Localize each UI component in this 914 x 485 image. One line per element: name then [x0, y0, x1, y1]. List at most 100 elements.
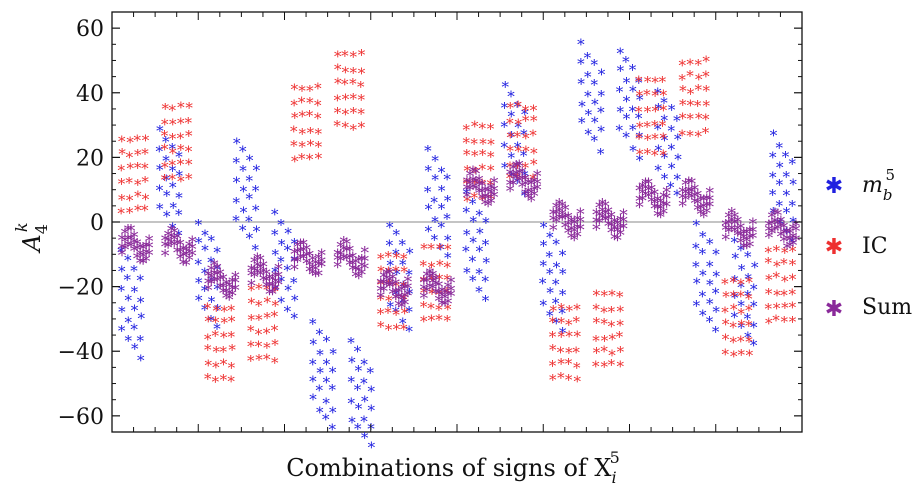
marker-0-6: * [367, 364, 375, 382]
marker-0-12: * [591, 56, 599, 74]
marker-2-0: * [139, 249, 148, 269]
marker-2-11: * [610, 213, 619, 233]
marker-1-13: * [703, 82, 711, 100]
legend-item-ic: ✱ IC [825, 234, 888, 260]
marker-1-5: * [334, 61, 342, 79]
marker-1-12: * [651, 73, 659, 91]
marker-2-9: * [521, 176, 530, 196]
marker-1-8: * [478, 175, 486, 193]
marker-2-3: * [247, 266, 256, 286]
marker-2-4: * [299, 242, 308, 262]
marker-1-2: * [205, 357, 213, 375]
marker-1-10: * [557, 343, 565, 361]
marker-2-4: * [293, 244, 302, 264]
marker-1-0: * [126, 148, 134, 166]
marker-2-8: * [472, 181, 481, 201]
marker-2-6: * [389, 277, 398, 297]
marker-1-3: * [255, 351, 263, 369]
marker-1-2: * [212, 327, 220, 345]
marker-0-4: * [278, 272, 286, 290]
marker-2-0: * [145, 238, 154, 258]
marker-1-6: * [392, 306, 400, 324]
marker-1-4: * [314, 80, 322, 98]
marker-0-2: * [201, 242, 209, 260]
marker-1-1: * [161, 127, 169, 145]
marker-0-14: * [654, 85, 662, 103]
marker-1-6: * [392, 262, 400, 280]
marker-2-15: * [792, 231, 801, 251]
marker-1-6: * [377, 318, 385, 336]
marker-2-0: * [142, 245, 151, 265]
marker-1-9: * [522, 112, 530, 130]
marker-1-4: * [291, 109, 299, 127]
marker-0-2: * [213, 243, 221, 261]
marker-1-13: * [686, 55, 694, 73]
marker-2-13: * [690, 194, 699, 214]
marker-0-15: * [706, 313, 714, 331]
marker-1-7: * [420, 298, 428, 316]
marker-1-10: * [565, 316, 573, 334]
marker-1-8: * [463, 175, 471, 193]
marker-2-3: * [259, 258, 268, 278]
marker-2-8: * [484, 197, 493, 217]
marker-0-1: * [175, 226, 183, 244]
marker-1-14: * [737, 305, 745, 323]
marker-0-9: * [476, 224, 484, 242]
marker-1-12: * [660, 129, 668, 147]
marker-1-6: * [385, 276, 393, 294]
marker-0-14: * [674, 131, 682, 149]
marker-0-13: * [616, 83, 624, 101]
marker-2-0: * [118, 246, 127, 266]
marker-2-14: * [728, 221, 737, 241]
marker-1-0: * [126, 204, 134, 222]
marker-0-0: * [117, 244, 125, 262]
marker-1-2: * [204, 370, 212, 388]
marker-2-5: * [342, 235, 351, 255]
marker-1-9: * [514, 128, 522, 146]
marker-2-12: * [650, 195, 659, 215]
marker-1-14: * [722, 331, 730, 349]
marker-1-3: * [271, 307, 279, 325]
marker-0-11: * [553, 315, 561, 333]
marker-1-2: * [220, 314, 228, 332]
marker-2-4: * [311, 262, 320, 282]
marker-2-4: * [296, 243, 305, 263]
marker-0-12: * [597, 145, 605, 163]
marker-2-6: * [380, 282, 389, 302]
marker-2-1: * [167, 235, 176, 255]
marker-2-4: * [296, 236, 305, 256]
marker-0-4: * [271, 206, 279, 224]
marker-0-14: * [661, 170, 669, 188]
marker-0-7: * [392, 303, 400, 321]
svg-text:Sum: Sum [862, 295, 912, 320]
marker-1-6: * [400, 321, 408, 339]
marker-0-9: * [463, 204, 471, 222]
marker-0-8: * [431, 231, 439, 249]
marker-1-10: * [565, 371, 573, 389]
y-axis: −60 −40 −20 0 20 40 60 [58, 17, 802, 430]
marker-1-8: * [479, 146, 487, 164]
marker-1-4: * [306, 82, 314, 100]
marker-2-7: * [438, 296, 447, 316]
marker-1-5: * [357, 78, 365, 96]
marker-2-12: * [656, 194, 665, 214]
marker-1-0: * [118, 191, 126, 209]
marker-2-4: * [302, 241, 311, 261]
marker-1-14: * [729, 319, 737, 337]
marker-0-11: * [546, 265, 554, 283]
marker-2-8: * [490, 188, 499, 208]
marker-2-1: * [179, 242, 188, 262]
marker-2-13: * [699, 192, 708, 212]
marker-1-12: * [636, 119, 644, 137]
marker-0-3: * [233, 154, 241, 172]
marker-0-7: * [387, 298, 395, 316]
svg-text:IC: IC [862, 234, 888, 259]
marker-1-5: * [342, 105, 350, 123]
marker-0-13: * [623, 74, 631, 92]
marker-1-6: * [377, 250, 385, 268]
marker-0-16: * [744, 270, 752, 288]
marker-0-10: * [520, 147, 528, 165]
marker-2-4: * [308, 260, 317, 280]
marker-0-3: * [252, 241, 260, 259]
marker-1-7: * [428, 312, 436, 330]
